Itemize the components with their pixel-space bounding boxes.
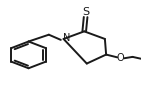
Text: N: N (63, 33, 71, 43)
Text: S: S (82, 7, 89, 17)
Text: O: O (117, 53, 125, 63)
